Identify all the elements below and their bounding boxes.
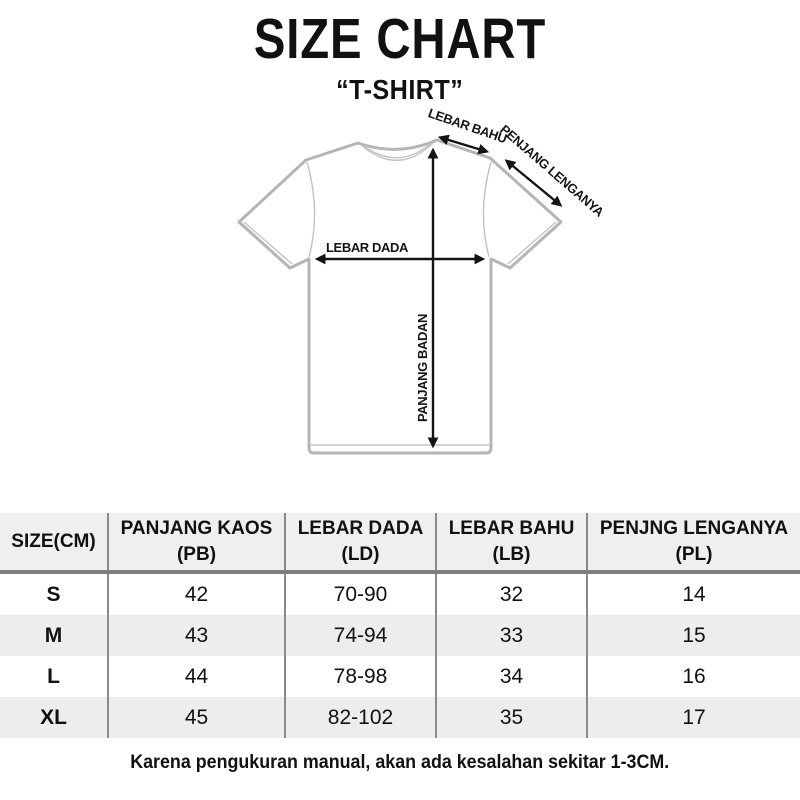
col-header-penjng-lenganya-code: (PL)	[675, 543, 713, 565]
lebar-dada-label: LEBAR DADA	[326, 240, 409, 255]
lebar-bahu-arrow	[437, 134, 490, 155]
col-header-panjang-kaos: PANJANG KAOS (PB)	[107, 513, 285, 574]
col-header-lebar-bahu-label: LEBAR BAHU	[448, 517, 575, 539]
left-armhole-seam	[306, 161, 316, 258]
header-row: SIZE(CM) PANJANG KAOS (PB) LEBAR DADA (L…	[0, 513, 800, 574]
lb-cell: 35	[435, 697, 587, 738]
table-row-s: S 42 70-90 32 14	[0, 572, 800, 615]
table-row-xl: XL 45 82-102 35 17	[0, 697, 800, 738]
tshirt-outline	[237, 138, 563, 455]
lb-cell: 32	[435, 572, 587, 615]
size-cell: M	[0, 615, 108, 656]
collar-band-inner-line	[364, 143, 431, 159]
pb-cell: 42	[107, 572, 285, 615]
tshirt-measurement-diagram: LEBAR BAHU PENJANG LENGANYA LEBAR DADA P…	[237, 105, 605, 455]
table-row-l: L 44 78-98 34 16	[0, 656, 800, 697]
pl-cell: 16	[586, 656, 800, 697]
col-header-size-label: SIZE(CM)	[11, 530, 96, 552]
col-header-penjng-lenganya: PENJNG LENGANYA (PL)	[586, 513, 800, 574]
right-armhole-seam	[482, 161, 492, 258]
col-header-lebar-dada-code: (LD)	[341, 543, 380, 565]
ld-cell: 74-94	[284, 615, 436, 656]
pb-cell: 44	[107, 656, 285, 697]
size-cell: L	[47, 664, 60, 688]
lb-cell: 34	[435, 656, 587, 697]
ld-cell: 82-102	[284, 697, 436, 738]
pb-cell: 43	[107, 615, 285, 656]
page-header: SIZE CHART	[0, 7, 800, 71]
right-cuff-hem-line	[507, 221, 557, 265]
size-cell: XL	[0, 697, 108, 738]
left-cuff-hem-line	[243, 221, 293, 265]
col-header-panjang-kaos-label: PANJANG KAOS	[120, 517, 273, 539]
panjang-badan-label: PANJANG BADAN	[415, 314, 430, 422]
col-header-panjang-kaos-code: (PB)	[176, 543, 217, 565]
col-header-size: SIZE(CM)	[0, 513, 108, 574]
col-header-lebar-bahu-code: (LB)	[492, 543, 531, 565]
page-subtitle-wrap: “T-SHIRT”	[0, 74, 800, 106]
col-header-lebar-bahu: LEBAR BAHU (LB)	[435, 513, 587, 574]
size-table-header: SIZE(CM) PANJANG KAOS (PB) LEBAR DADA (L…	[0, 513, 800, 574]
table-row-m: M 43 74-94 33 15	[0, 615, 800, 656]
pb-cell: 45	[107, 697, 285, 738]
pl-cell: 17	[586, 697, 800, 738]
ld-cell: 78-98	[284, 656, 436, 697]
page-title: SIZE CHART	[253, 7, 547, 71]
size-table: SIZE(CM) PANJANG KAOS (PB) LEBAR DADA (L…	[0, 513, 800, 738]
ld-cell: 70-90	[284, 572, 436, 615]
lb-cell: 33	[435, 615, 587, 656]
page-subtitle: “T-SHIRT”	[336, 74, 464, 105]
col-header-lebar-dada: LEBAR DADA (LD)	[284, 513, 436, 574]
pl-cell: 14	[586, 572, 800, 615]
footer-note: Karena pengukuran manual, akan ada kesal…	[130, 752, 670, 773]
footer-note-wrap: Karena pengukuran manual, akan ada kesal…	[0, 752, 800, 774]
size-table-body: S 42 70-90 32 14 M 43 74-94 33 15 L 44 7…	[0, 572, 800, 738]
col-header-lebar-dada-label: LEBAR DADA	[297, 517, 424, 539]
col-header-penjng-lenganya-label: PENJNG LENGANYA	[599, 517, 789, 539]
collar-band-line	[361, 142, 434, 161]
pl-cell: 15	[586, 615, 800, 656]
size-cell: S	[46, 582, 61, 606]
penjang-lenganya-arrow	[504, 159, 563, 207]
